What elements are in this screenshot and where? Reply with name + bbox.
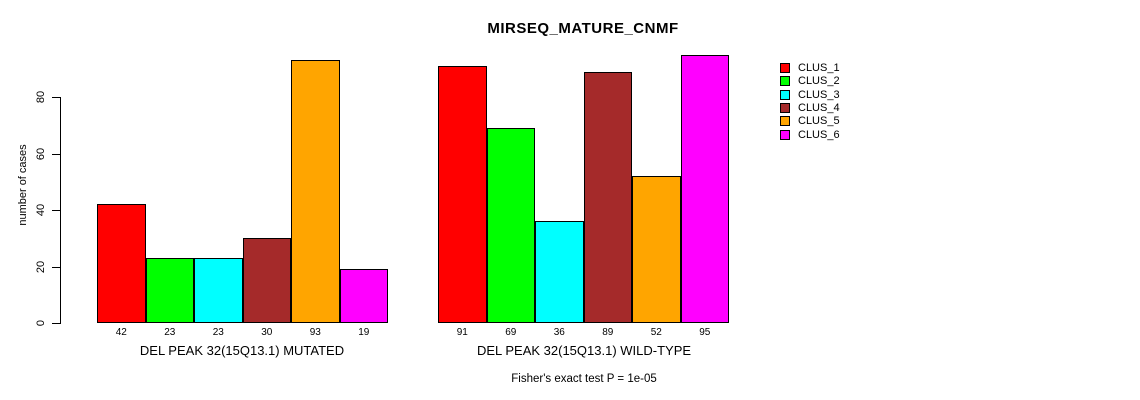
bar-value-label: 42 bbox=[115, 327, 127, 338]
bar-value-label: 89 bbox=[602, 327, 614, 338]
bar-value-label: 23 bbox=[212, 327, 224, 338]
legend-swatch-icon bbox=[780, 63, 790, 73]
bar-clus_4-group1 bbox=[583, 71, 632, 323]
bar-value-label: 19 bbox=[358, 327, 370, 338]
bar-clus_1-group0 bbox=[97, 204, 146, 323]
legend-label: CLUS_4 bbox=[798, 101, 840, 114]
group-caption-wildtype: DEL PEAK 32(15Q13.1) WILD-TYPE bbox=[476, 343, 692, 358]
bar-clus_1-group1 bbox=[438, 65, 487, 323]
bar-clus_5-group0 bbox=[291, 60, 340, 323]
y-tick bbox=[52, 153, 60, 155]
bar-value-label: 36 bbox=[553, 327, 565, 338]
group-caption-mutated: DEL PEAK 32(15Q13.1) MUTATED bbox=[139, 343, 345, 358]
y-axis-title: number of cases bbox=[17, 144, 29, 226]
legend-swatch-icon bbox=[780, 129, 790, 140]
bar-clus_6-group1 bbox=[680, 54, 729, 323]
bar-value-label: 93 bbox=[309, 327, 321, 338]
legend-label: CLUS_5 bbox=[798, 115, 840, 128]
y-tick-label: 60 bbox=[35, 147, 47, 160]
bar-clus_6-group0 bbox=[339, 269, 388, 323]
bar-value-label: 52 bbox=[650, 327, 662, 338]
y-tick-label: 80 bbox=[35, 90, 47, 104]
bar-value-label: 91 bbox=[456, 327, 468, 338]
y-tick-label: 40 bbox=[35, 203, 47, 217]
y-tick bbox=[52, 266, 60, 268]
bar-value-label: 95 bbox=[699, 327, 711, 338]
bar-value-label: 69 bbox=[505, 327, 517, 338]
bar-clus_4-group0 bbox=[242, 238, 291, 323]
y-tick bbox=[52, 97, 60, 98]
legend-swatch-icon bbox=[780, 76, 790, 87]
bar-clus_3-group1 bbox=[535, 221, 584, 323]
legend-swatch-icon bbox=[780, 102, 790, 113]
y-tick bbox=[52, 210, 60, 211]
bar-clus_5-group1 bbox=[632, 176, 681, 323]
legend-label: CLUS_1 bbox=[798, 62, 840, 74]
y-axis-line bbox=[60, 97, 61, 324]
fisher-test-caption: Fisher's exact test P = 1e-05 bbox=[511, 373, 657, 385]
legend-label: CLUS_2 bbox=[798, 75, 840, 88]
y-tick-label: 0 bbox=[35, 319, 47, 327]
chart-title: MIRSEQ_MATURE_CNMF bbox=[487, 20, 679, 37]
y-tick-label: 20 bbox=[35, 260, 47, 273]
legend-label: CLUS_6 bbox=[798, 128, 840, 141]
bar-value-label: 23 bbox=[164, 327, 176, 338]
bar-value-label: 30 bbox=[261, 327, 273, 338]
bar-clus_2-group1 bbox=[486, 128, 535, 323]
bar-clus_3-group0 bbox=[194, 258, 243, 323]
legend-swatch-icon bbox=[780, 116, 790, 127]
bar-clus_2-group0 bbox=[145, 258, 194, 323]
y-tick bbox=[52, 323, 60, 324]
legend-swatch-icon bbox=[780, 89, 790, 100]
legend-label: CLUS_3 bbox=[798, 88, 840, 101]
